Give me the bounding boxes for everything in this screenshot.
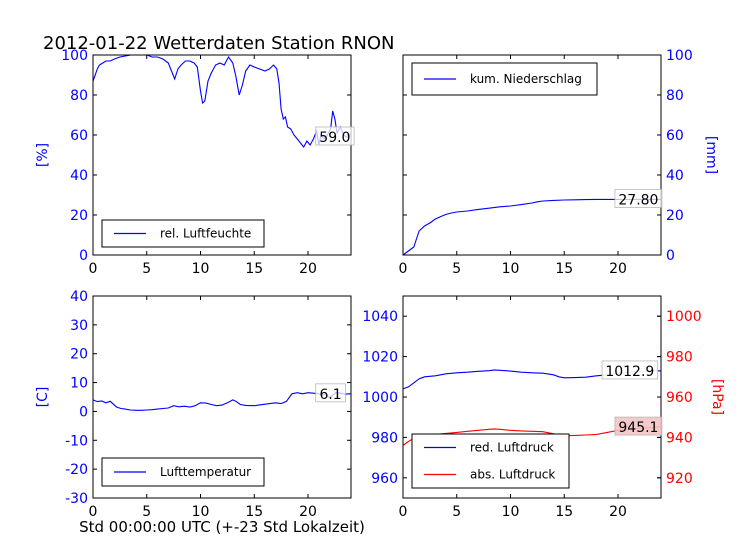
humidity-xtick-label: 5 <box>142 261 151 277</box>
temperature-ytick-label: 0 <box>79 404 88 420</box>
pressure-ytick-label: 980 <box>371 430 398 446</box>
pressure-annotation-0: 1012.9 <box>605 364 654 380</box>
precipitation-plot-frame <box>402 54 662 256</box>
temperature-ytick-label: -30 <box>65 491 88 507</box>
humidity-xtick-label: 15 <box>245 261 263 277</box>
temperature-xtick-label: 0 <box>89 504 98 520</box>
pressure-annotation-box-0 <box>601 360 659 380</box>
precipitation-xtick-label: 5 <box>452 261 461 277</box>
temperature-xtick-label: 10 <box>192 504 210 520</box>
pressure-ytick-label: 1000 <box>362 390 398 406</box>
pressure-legend-label-1: abs. Luftdruck <box>470 468 555 482</box>
precipitation-ytick-label: 100 <box>666 48 693 64</box>
precipitation-ylabel: [mm] <box>703 136 719 174</box>
humidity-xtick-label: 10 <box>192 261 210 277</box>
humidity-ytick-label: 40 <box>70 168 88 184</box>
temperature-xtick-label: 20 <box>299 504 317 520</box>
humidity-xtick-label: 0 <box>89 261 98 277</box>
pressure-xtick-label: 10 <box>502 504 520 520</box>
pressure-xtick-label: 0 <box>399 504 408 520</box>
temperature-ytick-label: 30 <box>70 318 88 334</box>
humidity-ylabel: [%] <box>35 143 51 167</box>
precipitation-ytick-label: 80 <box>666 88 684 104</box>
humidity-annotation-box-0 <box>315 126 355 146</box>
pressure-y2tick-label: 920 <box>666 471 693 487</box>
temperature-ylabel: [C] <box>35 387 51 408</box>
humidity-series-line-0 <box>92 54 350 148</box>
temperature-legend-label-0: Lufttemperatur <box>160 465 251 479</box>
temperature-ytick-label: 10 <box>70 376 88 392</box>
precipitation-legend-label-0: kum. Niederschlag <box>470 72 582 86</box>
temperature-series-line-0 <box>92 391 352 411</box>
humidity-ytick-label: 20 <box>70 208 88 224</box>
temperature-plot-frame <box>92 295 352 499</box>
pressure-xtick-label: 15 <box>555 504 573 520</box>
pressure-y2tick-label: 1000 <box>666 309 702 325</box>
temperature-ytick-label: -20 <box>65 462 88 478</box>
temperature-annotation-box-0 <box>315 383 346 403</box>
temperature-ytick-label: -10 <box>65 433 88 449</box>
precipitation-ytick-label: 60 <box>666 128 684 144</box>
temperature-xtick-label: 15 <box>245 504 263 520</box>
pressure-xtick-label: 20 <box>609 504 627 520</box>
pressure-xtick-label: 5 <box>452 504 461 520</box>
figure-xlabel: Std 00:00:00 UTC (+-23 Std Lokalzeit) <box>79 518 365 536</box>
humidity-xtick-label: 20 <box>299 261 317 277</box>
precipitation-xtick-label: 10 <box>502 261 520 277</box>
pressure-ytick-label: 1040 <box>362 309 398 325</box>
pressure-y2tick-label: 960 <box>666 390 693 406</box>
humidity-legend-label-0: rel. Luftfeuchte <box>160 227 251 241</box>
pressure-chart: 0 5 10 15 20 960 980 1000 1020 1040 920 940 960 980 10… <box>362 295 725 520</box>
humidity-chart: 0 5 10 15 20 0 20 40 60 80 100 [%] 59.0 rel. Luftfeuc… <box>35 48 355 277</box>
precipitation-ytick-label: 0 <box>666 248 675 264</box>
precipitation-xtick-label: 20 <box>609 261 627 277</box>
temperature-ytick-label: 40 <box>70 289 88 305</box>
pressure-y2tick-label: 940 <box>666 430 693 446</box>
pressure-annotation-1: 945.1 <box>618 420 658 436</box>
humidity-ytick-label: 80 <box>70 88 88 104</box>
humidity-plot-frame <box>92 54 352 256</box>
pressure-y2label: [hPa] <box>709 379 725 415</box>
precipitation-xtick-label: 15 <box>555 261 573 277</box>
precipitation-chart: 0 5 10 15 20 0 20 40 60 80 100 [mm] 27.80 kum. Nieder… <box>399 48 719 277</box>
temperature-annotation-0: 6.1 <box>319 387 341 403</box>
pressure-ytick-label: 1020 <box>362 350 398 366</box>
temperature-chart: 0 5 10 15 20 -30 -20 -10 0 10 20 30 40 [C] 6.1 Lufttemp… <box>35 289 352 520</box>
humidity-ytick-label: 0 <box>79 248 88 264</box>
pressure-legend-box <box>411 433 570 489</box>
humidity-ytick-label: 100 <box>61 48 88 64</box>
pressure-ytick-label: 960 <box>371 471 398 487</box>
precipitation-annotation-box-0 <box>614 188 663 208</box>
pressure-y2tick-label: 980 <box>666 350 693 366</box>
precipitation-series-line-0 <box>402 198 661 256</box>
pressure-annotation-box-1 <box>614 416 663 436</box>
precipitation-xtick-label: 0 <box>399 261 408 277</box>
precipitation-annotation-0: 27.80 <box>618 192 658 208</box>
precipitation-ytick-label: 20 <box>666 208 684 224</box>
temperature-xtick-label: 5 <box>142 504 151 520</box>
precipitation-ytick-label: 40 <box>666 168 684 184</box>
figure-title: 2012-01-22 Wetterdaten Station RNON <box>43 33 394 54</box>
pressure-legend-label-0: red. Luftdruck <box>470 441 554 455</box>
humidity-ytick-label: 60 <box>70 128 88 144</box>
temperature-ytick-label: 20 <box>70 347 88 363</box>
humidity-annotation-0: 59.0 <box>319 130 350 146</box>
